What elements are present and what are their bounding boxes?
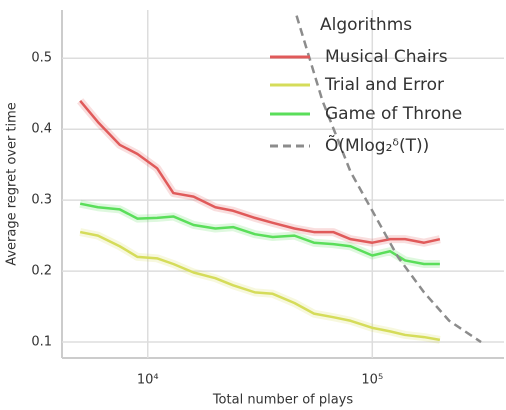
y-tick-label: 0.4 xyxy=(31,122,52,137)
y-tick-label: 0.1 xyxy=(31,335,52,350)
x-tick-label: 10⁵ xyxy=(361,373,383,388)
legend-label: Musical Chairs xyxy=(325,47,448,67)
y-tick-label: 0.5 xyxy=(31,51,52,66)
legend-label: Trial and Error xyxy=(324,75,444,95)
legend-label: Game of Throne xyxy=(325,104,462,124)
line xyxy=(79,230,441,342)
legend-label: Õ(Mlog₂ᵟ(T)) xyxy=(325,134,429,156)
legend-title: Algorithms xyxy=(320,15,412,35)
plot: 0.1 0.2 0.3 0.4 0.5 10⁴ 10⁵ xyxy=(31,10,504,388)
x-tick-label: 10⁴ xyxy=(137,373,159,388)
line xyxy=(295,15,482,344)
y-axis-label: Average regret over time xyxy=(5,102,20,266)
y-tick-label: 0.3 xyxy=(31,193,52,208)
x-axis-label: Total number of plays xyxy=(212,393,354,408)
y-tick-label: 0.2 xyxy=(31,264,52,279)
line xyxy=(79,100,441,244)
line xyxy=(79,202,440,266)
